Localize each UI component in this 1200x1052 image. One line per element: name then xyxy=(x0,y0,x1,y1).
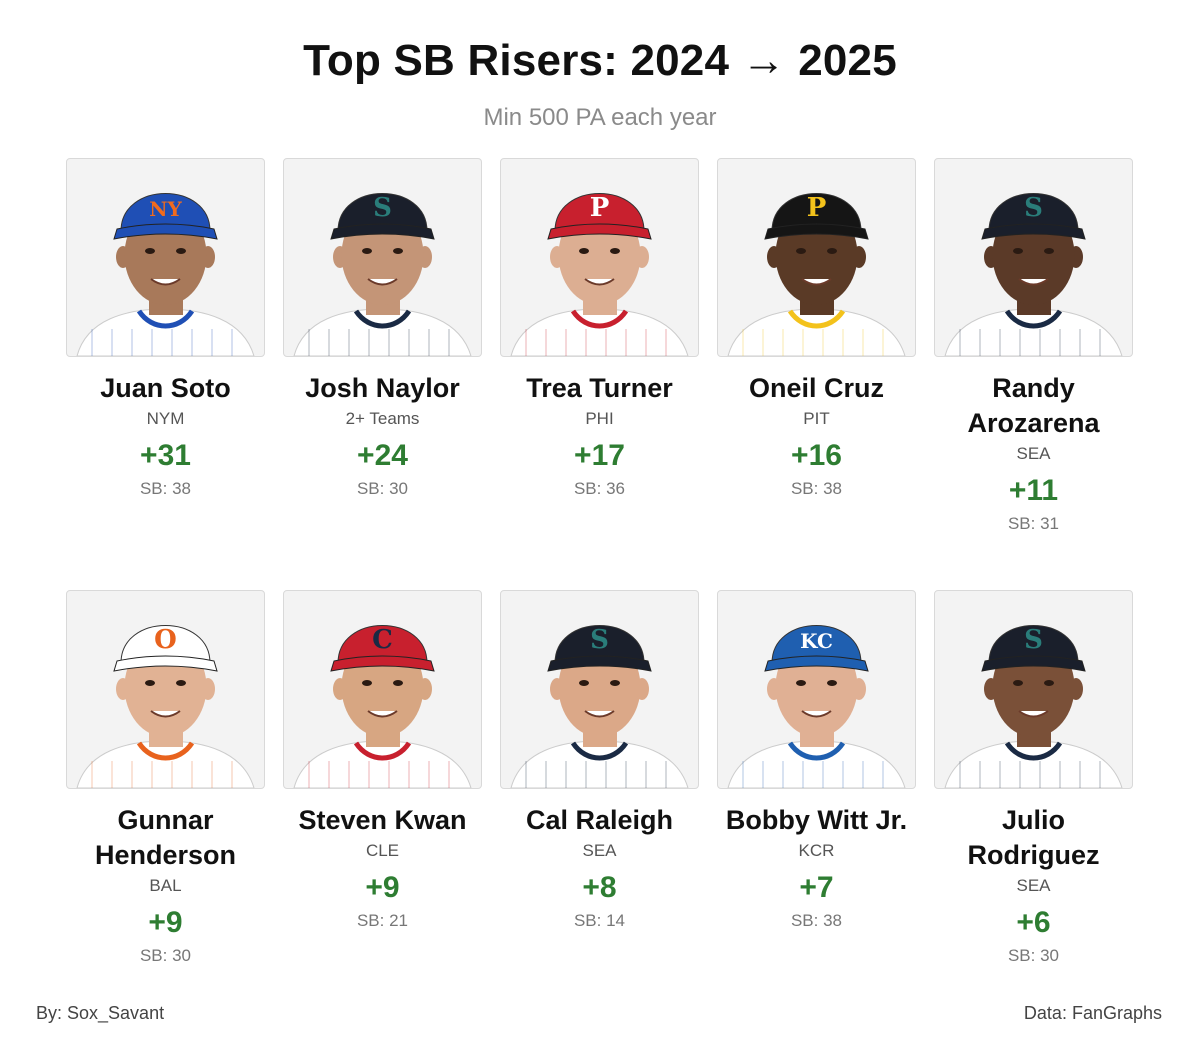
sb-change: +9 xyxy=(148,906,183,939)
team-logo: C xyxy=(372,625,393,655)
player-team: PHI xyxy=(585,409,614,428)
player-name: Julio Rodriguez xyxy=(967,805,1100,870)
player-photo: S xyxy=(934,590,1133,789)
sb-change: +8 xyxy=(582,871,617,904)
player-grid: NY Juan Soto NYM +31 SB: 38 S Josh Naylo… xyxy=(66,158,1134,967)
player-name: Gunnar Henderson xyxy=(94,805,237,870)
player-name: Josh Naylor xyxy=(305,373,460,403)
player-card: S Josh Naylor 2+ Teams +24 SB: 30 xyxy=(283,158,482,590)
player-photo: P xyxy=(500,158,699,357)
player-headshot: P xyxy=(510,193,689,356)
data-source-credit: Data: FanGraphs xyxy=(1023,1003,1162,1023)
team-logo: P xyxy=(590,193,610,223)
player-photo: NY xyxy=(66,158,265,357)
team-logo: NY xyxy=(149,197,182,221)
player-name: Oneil Cruz xyxy=(748,373,884,403)
sb-total: SB: 30 xyxy=(139,946,192,965)
player-headshot: S xyxy=(944,625,1123,788)
player-photo: KC xyxy=(717,590,916,789)
sb-total: SB: 38 xyxy=(790,911,843,930)
player-card: S Cal Raleigh SEA +8 SB: 14 xyxy=(500,590,699,967)
player-card: O Gunnar Henderson BAL +9 SB: 30 xyxy=(66,590,265,967)
player-photo: C xyxy=(283,590,482,789)
player-photo: O xyxy=(66,590,265,789)
sb-total: SB: 30 xyxy=(356,479,409,498)
player-headshot: KC xyxy=(727,625,906,788)
player-card: C Steven Kwan CLE +9 SB: 21 xyxy=(283,590,482,967)
team-logo: S xyxy=(1024,193,1043,223)
player-headshot: P xyxy=(727,193,906,356)
player-team: PIT xyxy=(803,409,830,428)
sb-total: SB: 21 xyxy=(356,911,409,930)
author-credit: By: Sox_Savant xyxy=(36,1003,165,1023)
team-logo: KC xyxy=(800,629,833,653)
player-card: KC Bobby Witt Jr. KCR +7 SB: 38 xyxy=(717,590,916,967)
sb-change: +24 xyxy=(357,439,408,472)
sb-total: SB: 38 xyxy=(139,479,192,498)
player-photo: P xyxy=(717,158,916,357)
sb-total: SB: 36 xyxy=(573,479,626,498)
player-team: CLE xyxy=(365,841,400,860)
player-name: Steven Kwan xyxy=(298,805,467,835)
player-headshot: NY xyxy=(76,193,255,356)
player-headshot: O xyxy=(76,625,255,788)
player-team: SEA xyxy=(1016,876,1051,895)
player-team: NYM xyxy=(146,409,185,428)
player-card: P Oneil Cruz PIT +16 SB: 38 xyxy=(717,158,916,590)
player-headshot: S xyxy=(293,193,472,356)
sb-change: +7 xyxy=(799,871,834,904)
player-name: Trea Turner xyxy=(526,373,673,403)
page-title: Top SB Risers: 2024 → 2025 xyxy=(303,36,897,85)
sb-change: +31 xyxy=(140,439,191,472)
player-name: Randy Arozarena xyxy=(967,373,1100,438)
sb-total: SB: 38 xyxy=(790,479,843,498)
team-logo: S xyxy=(373,193,392,223)
sb-total: SB: 31 xyxy=(1007,514,1060,533)
player-name: Bobby Witt Jr. xyxy=(725,805,908,835)
player-team: KCR xyxy=(798,841,835,860)
team-logo: S xyxy=(590,625,609,655)
player-card: P Trea Turner PHI +17 SB: 36 xyxy=(500,158,699,590)
player-card: S Julio Rodriguez SEA +6 SB: 30 xyxy=(934,590,1133,967)
team-logo: S xyxy=(1024,625,1043,655)
player-team: 2+ Teams xyxy=(345,409,420,428)
page-subtitle: Min 500 PA each year xyxy=(483,104,717,131)
sb-change: +16 xyxy=(791,439,842,472)
sb-change: +11 xyxy=(1008,474,1059,507)
team-logo: P xyxy=(807,193,827,223)
player-team: BAL xyxy=(149,876,182,895)
sb-total: SB: 14 xyxy=(573,911,626,930)
sb-change: +17 xyxy=(574,439,625,472)
player-card: NY Juan Soto NYM +31 SB: 38 xyxy=(66,158,265,590)
player-headshot: S xyxy=(510,625,689,788)
player-name: Cal Raleigh xyxy=(525,805,674,835)
player-photo: S xyxy=(934,158,1133,357)
sb-total: SB: 30 xyxy=(1007,946,1060,965)
player-team: SEA xyxy=(582,841,617,860)
player-headshot: C xyxy=(293,625,472,788)
player-card: S Randy Arozarena SEA +11 SB: 31 xyxy=(934,158,1133,590)
player-headshot: S xyxy=(944,193,1123,356)
team-logo: O xyxy=(154,625,177,655)
player-photo: S xyxy=(500,590,699,789)
sb-change: +6 xyxy=(1016,906,1051,939)
player-name: Juan Soto xyxy=(100,373,231,403)
player-team: SEA xyxy=(1016,444,1051,463)
sb-change: +9 xyxy=(365,871,400,904)
player-photo: S xyxy=(283,158,482,357)
